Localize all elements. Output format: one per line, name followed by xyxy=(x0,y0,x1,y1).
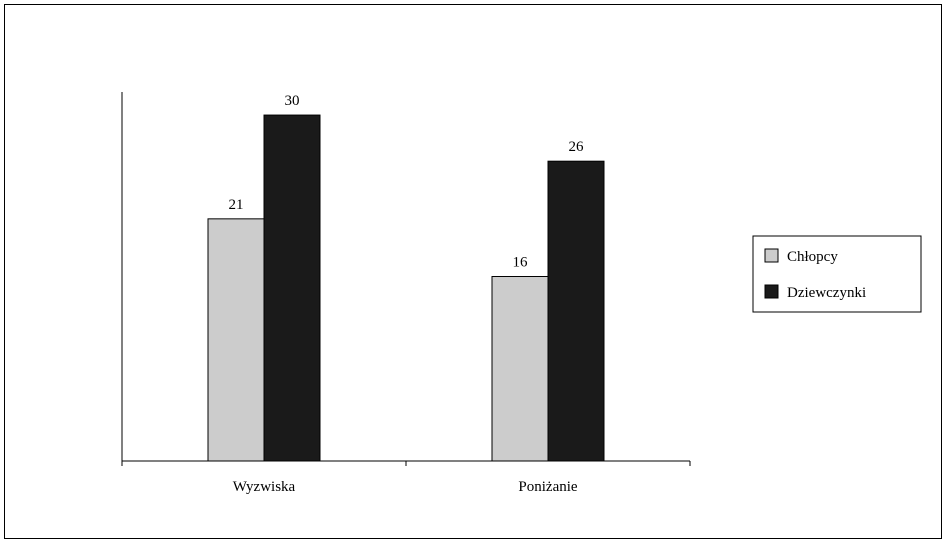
x-axis-ticks xyxy=(121,461,691,466)
data-labels: 21 30 16 26 xyxy=(229,93,585,270)
bar-chłopcy-wyzwiska xyxy=(207,218,265,462)
legend-swatch xyxy=(764,248,779,263)
bar-dziewczynki-poniżanie xyxy=(547,160,605,462)
data-label: 16 xyxy=(513,255,529,271)
category-label: Wyzwiska xyxy=(233,479,296,495)
legend-box xyxy=(752,235,922,313)
axes xyxy=(121,92,691,466)
data-label: 30 xyxy=(285,93,300,109)
bar-chłopcy-poniżanie xyxy=(491,276,549,462)
data-label: 26 xyxy=(569,139,585,155)
bar-dziewczynki-wyzwiska xyxy=(263,114,321,462)
category-label: Poniżanie xyxy=(518,479,577,495)
legend-label: Dziewczynki xyxy=(787,285,866,301)
category-labels: Wyzwiska Poniżanie xyxy=(233,479,578,495)
legend: Chłopcy Dziewczynki xyxy=(752,235,922,313)
bars xyxy=(207,114,605,462)
chart-frame xyxy=(4,4,942,539)
legend-label: Chłopcy xyxy=(787,249,838,265)
data-label: 21 xyxy=(229,197,244,213)
legend-swatch xyxy=(764,284,779,299)
